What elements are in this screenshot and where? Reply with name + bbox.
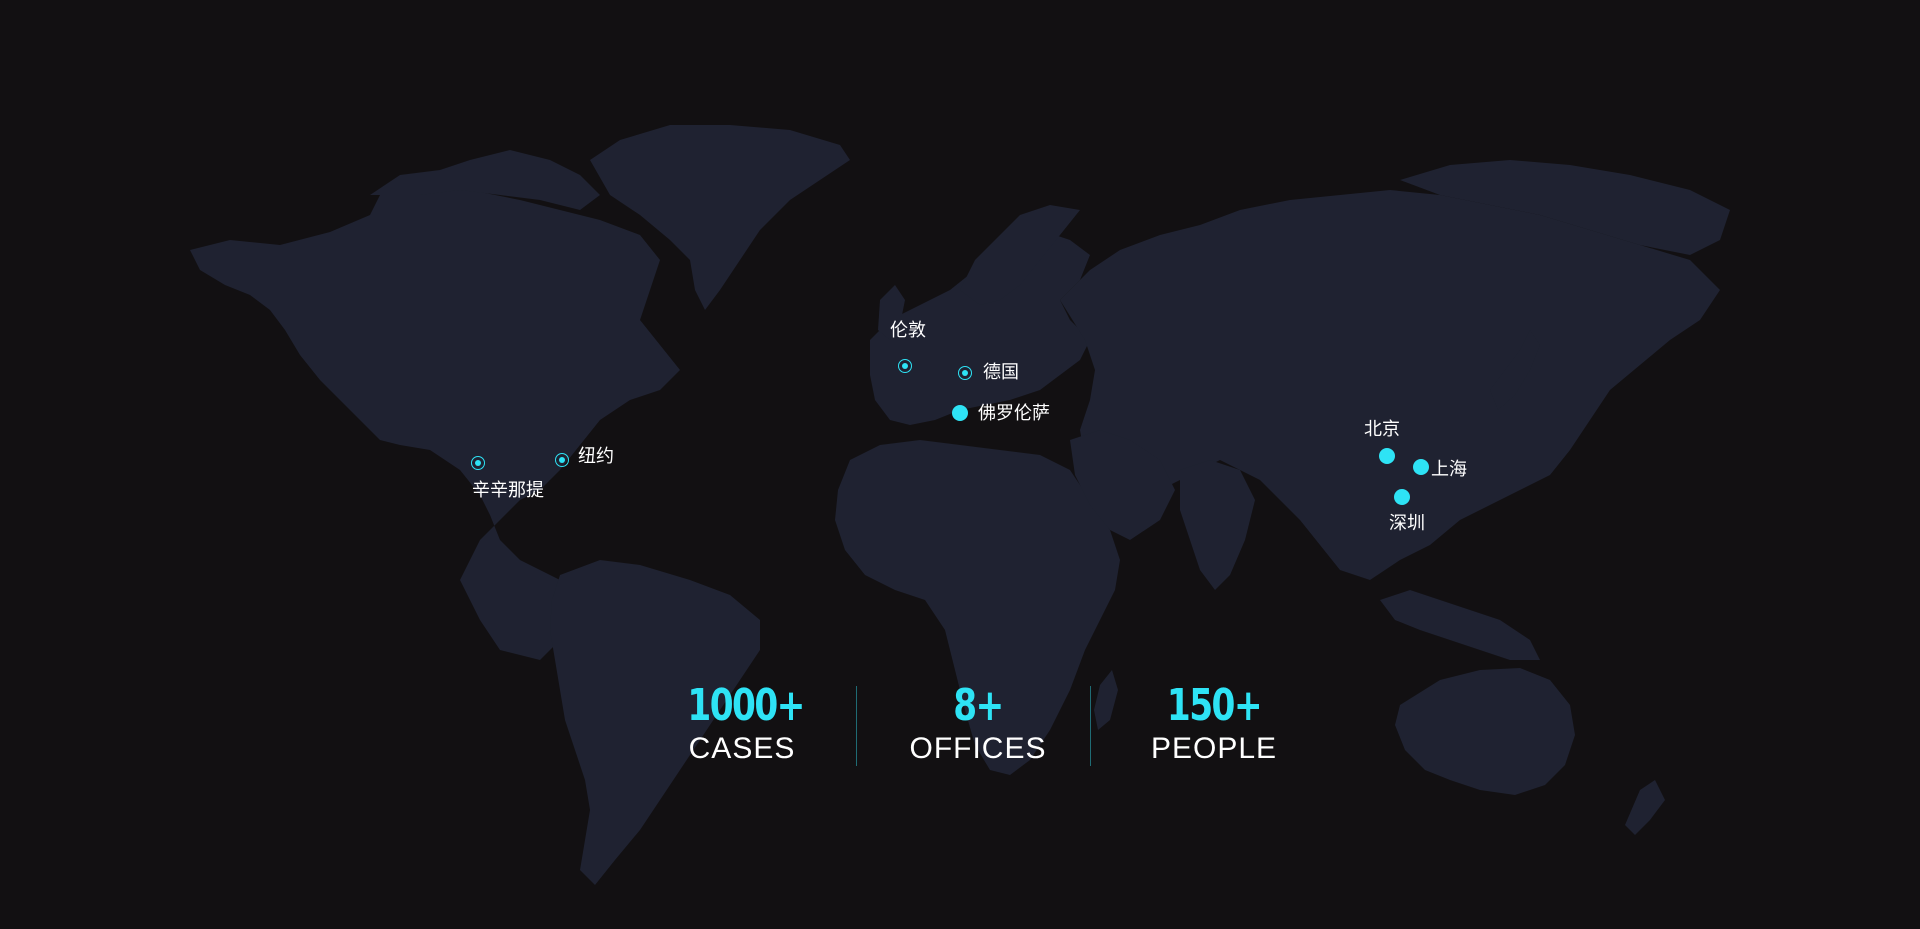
stat-offices: 8+ OFFICES (898, 684, 1058, 764)
africa-landmass (835, 440, 1120, 775)
stat-people: 150+ PEOPLE (1134, 684, 1294, 764)
solid-marker-icon (952, 405, 968, 421)
solid-marker-icon (1413, 459, 1429, 475)
japan-landmass (1490, 330, 1540, 410)
stat-label: CASES (688, 732, 796, 765)
britain-landmass (878, 285, 905, 340)
new-zealand-landmass (1625, 780, 1665, 835)
city-label-florence: 佛罗伦萨 (978, 403, 1050, 424)
city-label-shanghai: 上海 (1431, 459, 1467, 480)
city-label-new-york: 纽约 (578, 446, 614, 467)
south-america-landmass (550, 560, 760, 885)
europe-landmass (870, 230, 1090, 425)
arctic-islands-landmass (370, 150, 600, 210)
arabia-landmass (1070, 430, 1175, 540)
greenland-landmass (590, 125, 850, 310)
stat-divider (1090, 686, 1091, 766)
solid-marker-icon (1394, 489, 1410, 505)
city-label-cincinnati: 辛辛那提 (472, 480, 544, 501)
asia-landmass (1060, 190, 1720, 580)
city-label-germany: 德国 (983, 362, 1019, 383)
scandinavia-landmass (960, 205, 1080, 305)
southeast-asia-islands-landmass (1380, 590, 1540, 660)
stat-label: OFFICES (909, 732, 1047, 765)
ring-marker-icon (958, 366, 972, 380)
india-landmass (1180, 460, 1255, 590)
stat-cases: 1000+ CASES (672, 684, 812, 764)
madagascar-landmass (1094, 670, 1118, 730)
city-label-beijing: 北京 (1364, 419, 1400, 440)
stat-label: PEOPLE (1150, 732, 1278, 765)
australia-landmass (1395, 668, 1575, 795)
city-label-london: 伦敦 (890, 320, 926, 341)
north-america-landmass (190, 185, 680, 660)
stat-value: 8+ (953, 680, 1004, 731)
ring-marker-icon (898, 359, 912, 373)
ring-marker-icon (555, 453, 569, 467)
stat-value: 150+ (1166, 680, 1263, 731)
solid-marker-icon (1379, 448, 1395, 464)
stat-value: 1000+ (687, 680, 805, 731)
ring-marker-icon (471, 456, 485, 470)
stat-divider (856, 686, 857, 766)
city-label-shenzhen: 深圳 (1389, 513, 1425, 534)
siberia-landmass (1400, 160, 1730, 255)
